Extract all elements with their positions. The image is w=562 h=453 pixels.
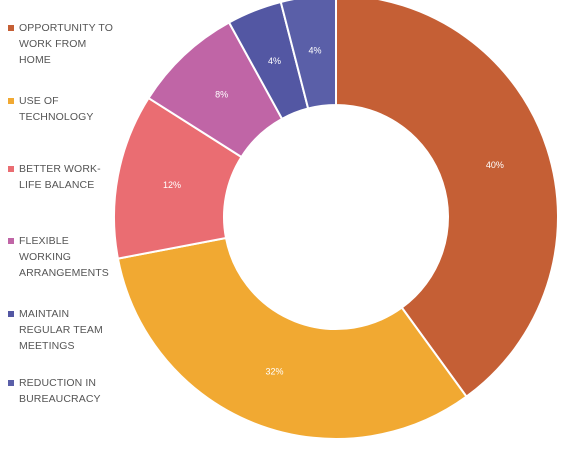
donut-slice-1 <box>335 0 559 398</box>
legend-swatch-6 <box>8 380 14 386</box>
legend-label-line: REDUCTION IN <box>19 377 97 389</box>
data-label-1: 40% <box>486 160 504 170</box>
legend-label-line: ARRANGEMENTS <box>19 267 109 279</box>
legend-label-line: BUREAUCRACY <box>19 393 101 405</box>
legend-label-line: WORK FROM <box>19 38 87 50</box>
legend-swatch-5 <box>8 311 14 317</box>
legend-label-line: HOME <box>19 54 51 66</box>
legend-label-4: FLEXIBLE WORKING ARRANGEMENTS <box>19 233 131 281</box>
legend-swatch-2 <box>8 98 14 104</box>
donut-slice-6 <box>279 0 337 110</box>
legend-label-line: OPPORTUNITY TO <box>19 22 113 34</box>
legend-label-3: BETTER WORK- LIFE BALANCE <box>19 161 131 193</box>
legend-label-line: BETTER WORK- <box>19 163 101 175</box>
legend-label-2: USE OF TECHNOLOGY <box>19 93 131 125</box>
legend-swatch-4 <box>8 238 14 244</box>
legend-swatch-3 <box>8 166 14 172</box>
legend-label-line: MAINTAIN <box>19 308 70 320</box>
data-label-2: 32% <box>266 367 284 377</box>
legend-label-line: LIFE BALANCE <box>19 179 95 191</box>
legend-label-1: OPPORTUNITY TO WORK FROM HOME <box>19 20 131 68</box>
legend-label-line: REGULAR TEAM <box>19 324 103 336</box>
legend-label-line: USE OF <box>19 95 59 107</box>
legend-label-5: MAINTAIN REGULAR TEAM MEETINGS <box>19 306 131 354</box>
legend-swatch-1 <box>8 25 14 31</box>
legend-label-6: REDUCTION IN BUREAUCRACY <box>19 375 131 407</box>
data-label-5: 4% <box>268 56 281 66</box>
legend-label-line: TECHNOLOGY <box>19 111 94 123</box>
data-label-4: 8% <box>215 90 228 100</box>
legend-label-line: MEETINGS <box>19 340 75 352</box>
legend-label-line: FLEXIBLE <box>19 235 69 247</box>
donut-slice-2 <box>116 236 468 440</box>
legend-label-line: WORKING <box>19 251 72 263</box>
data-label-6: 4% <box>309 46 322 56</box>
data-label-3: 12% <box>163 180 181 190</box>
